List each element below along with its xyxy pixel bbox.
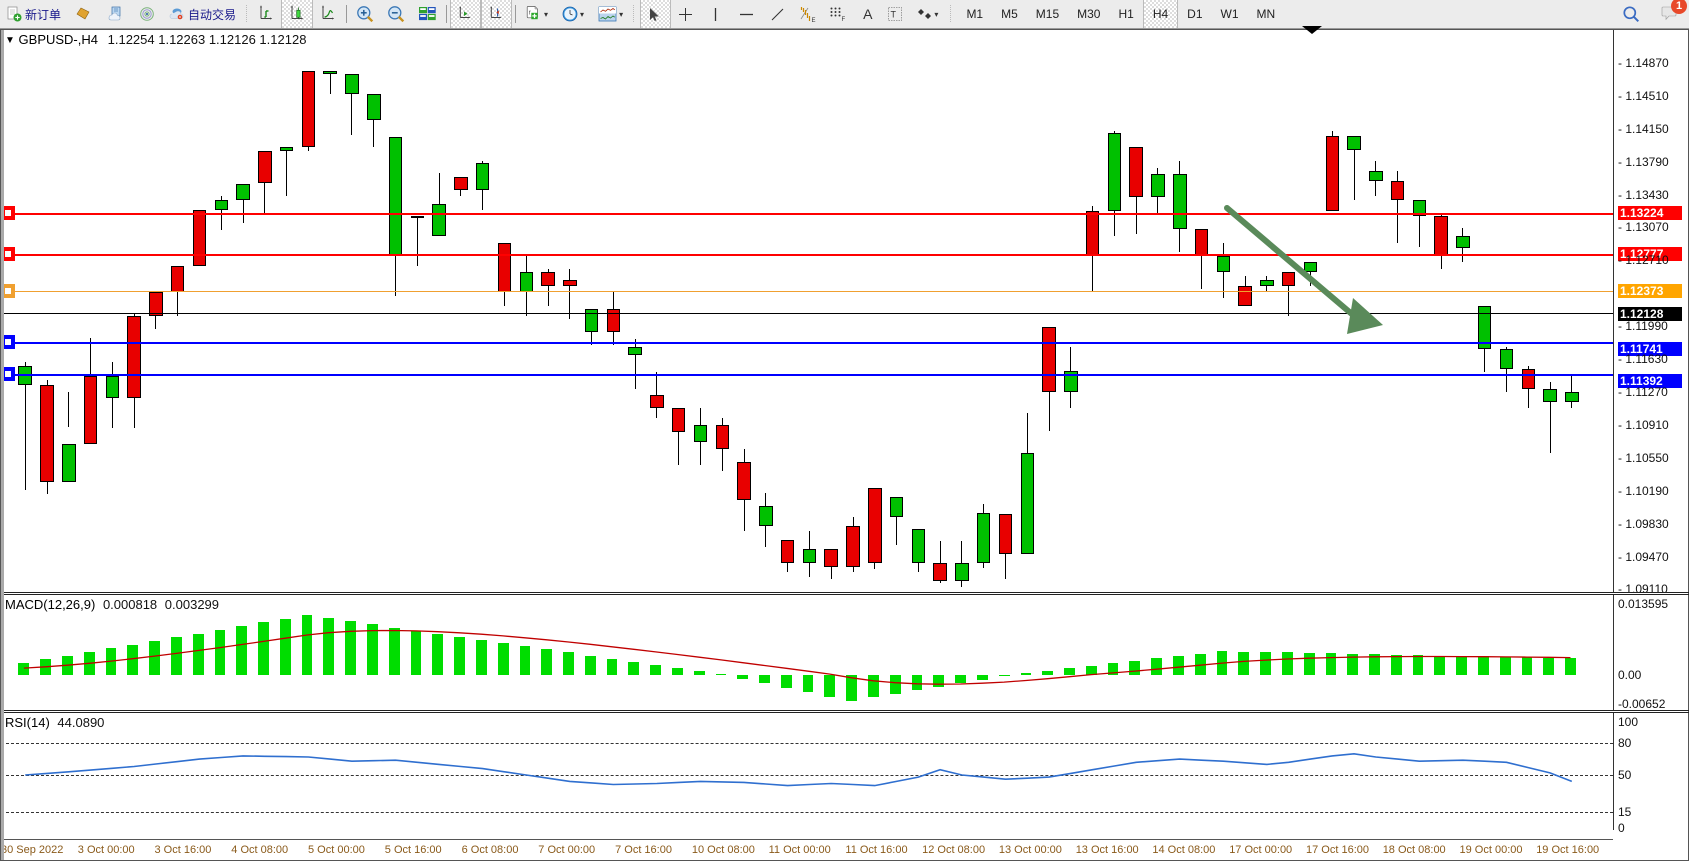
- svg-text:F: F: [842, 17, 846, 22]
- svg-text:T: T: [891, 10, 897, 20]
- svg-text:E: E: [812, 18, 816, 23]
